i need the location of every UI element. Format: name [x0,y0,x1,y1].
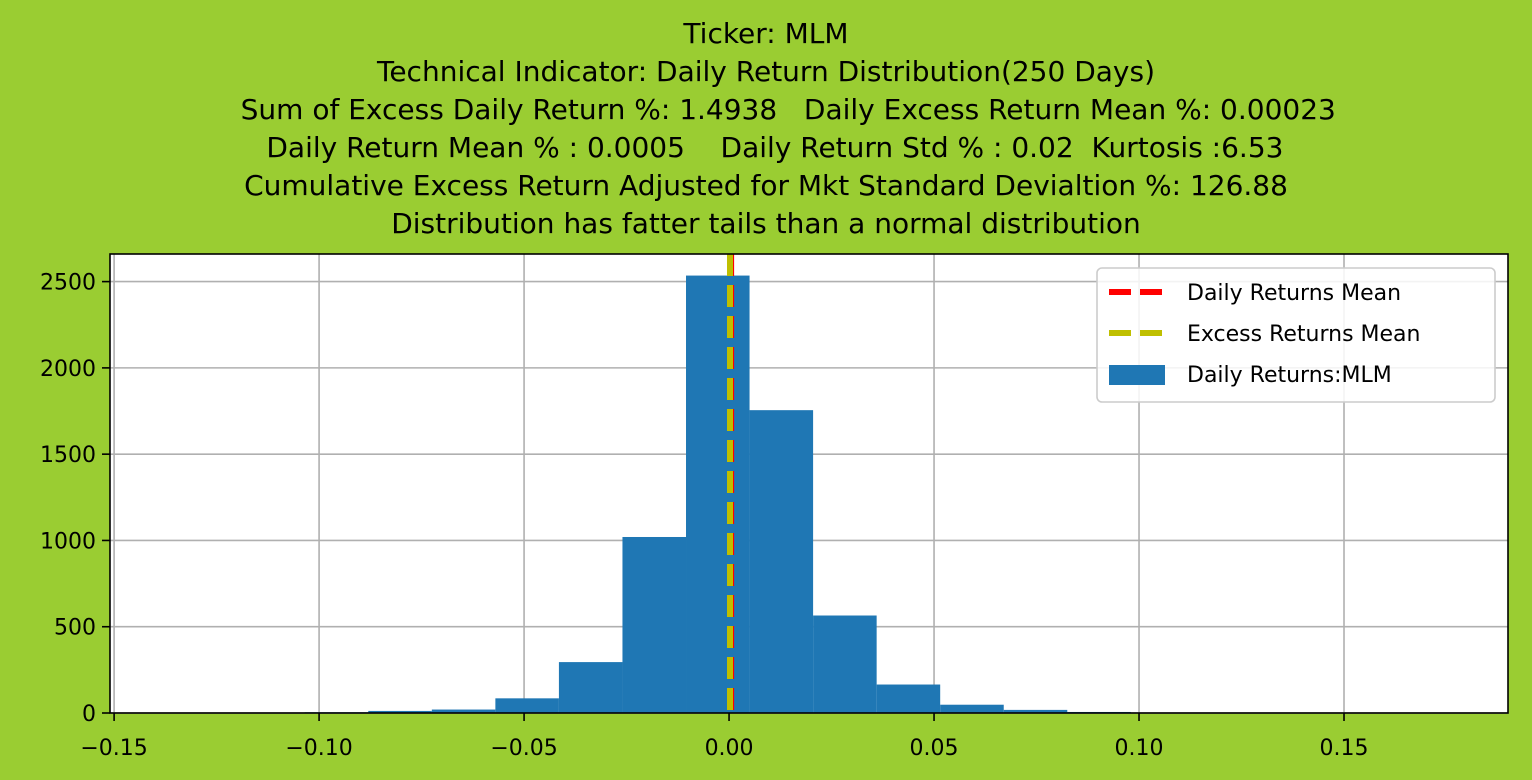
histogram-bar [622,536,687,713]
title-line: Sum of Excess Daily Return %: 1.4938 Dai… [196,93,1336,126]
x-tick-label: 0.15 [1320,736,1369,761]
histogram-bar [686,275,750,713]
histogram-bar [749,410,814,713]
legend-label: Daily Returns:MLM [1187,363,1392,388]
title-line: Daily Return Mean % : 0.0005 Daily Retur… [248,131,1284,164]
histogram-bar [813,615,877,713]
y-tick-label: 0 [82,702,96,727]
x-tick-label: 0.00 [705,736,754,761]
y-tick-label: 1500 [40,443,96,468]
title-line: Ticker: MLM [683,17,849,50]
legend-label: Daily Returns Mean [1187,281,1401,306]
y-tick-label: 500 [54,616,96,641]
histogram-bar [876,684,941,713]
title-line: Distribution has fatter tails than a nor… [391,207,1141,240]
x-tick-label: 0.05 [910,736,959,761]
y-tick-label: 2000 [40,357,96,382]
axes-frame [109,253,1509,714]
legend-box [1096,267,1496,403]
histogram-bar [1003,709,1068,713]
y-tick-label: 1000 [40,529,96,554]
legend-label: Excess Returns Mean [1187,322,1420,347]
title-line: Cumulative Excess Return Adjusted for Mk… [244,169,1288,202]
histogram-bar [558,662,623,713]
x-tick-label: −0.15 [80,736,147,761]
x-tick-label: −0.10 [285,736,352,761]
histogram-bar [368,710,432,713]
legend-swatch-patch [1109,365,1165,385]
x-tick-label: −0.05 [490,736,557,761]
histogram-bar [431,709,496,713]
title-line: Technical Indicator: Daily Return Distri… [376,55,1156,88]
histogram-bar [940,704,1004,713]
x-tick-label: 0.10 [1115,736,1164,761]
histogram-bar [495,698,559,713]
y-tick-label: 2500 [40,271,96,296]
